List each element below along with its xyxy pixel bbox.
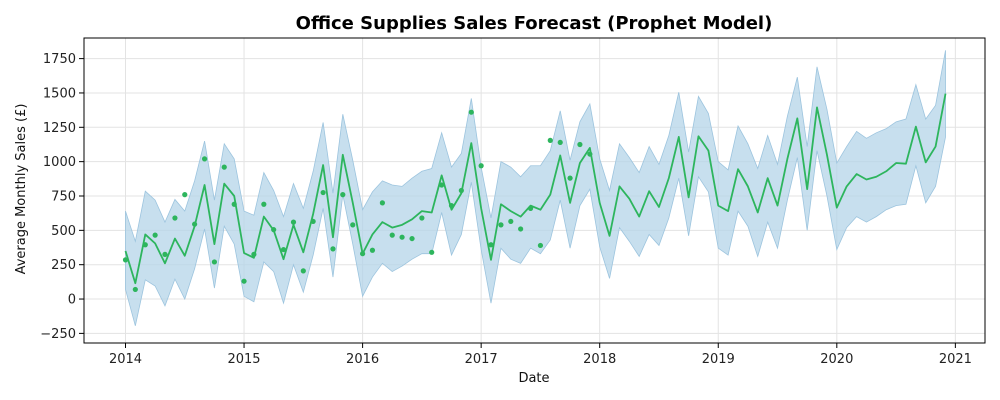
actual-point: [162, 251, 168, 257]
actual-point: [587, 151, 593, 157]
actual-point: [557, 139, 563, 146]
actual-point: [399, 234, 405, 240]
actual-point: [271, 227, 277, 233]
actual-point: [330, 246, 336, 252]
actual-point: [488, 242, 494, 248]
actual-point: [142, 242, 148, 248]
actual-point: [201, 156, 208, 162]
actual-point: [182, 192, 188, 198]
actual-point: [152, 232, 158, 238]
actual-point: [429, 249, 435, 255]
actual-point: [389, 232, 395, 238]
y-tick-label: 1000: [43, 155, 76, 170]
actual-point: [518, 226, 524, 232]
actual-point: [439, 182, 445, 188]
x-tick-label: 2019: [702, 352, 735, 367]
actual-point: [280, 246, 287, 253]
actual-point: [369, 247, 376, 253]
actual-point: [448, 203, 455, 209]
actual-point: [379, 200, 385, 206]
actual-point: [498, 222, 504, 228]
actual-point: [211, 259, 218, 265]
y-axis-label: Average Monthly Sales (£): [14, 104, 29, 275]
actual-point: [419, 215, 425, 221]
y-tick-label: −250: [40, 327, 76, 342]
y-tick-label: 250: [51, 258, 76, 273]
y-tick-label: 750: [51, 189, 76, 204]
y-tick-label: 500: [51, 224, 76, 239]
actual-point: [527, 205, 534, 211]
actual-point: [350, 222, 356, 228]
actual-point: [290, 219, 297, 225]
chart-title: Office Supplies Sales Forecast (Prophet …: [296, 13, 773, 34]
actual-point: [122, 257, 129, 263]
forecast-line-group: [124, 93, 947, 285]
y-tick-label: 0: [68, 293, 76, 308]
uncertainty-interval: [125, 50, 946, 326]
forecast-line: [124, 93, 947, 285]
actual-point: [478, 163, 484, 169]
actual-point: [360, 251, 366, 257]
actual-point: [547, 137, 553, 143]
actual-point: [567, 175, 573, 181]
x-tick-label: 2018: [583, 352, 616, 367]
actual-point: [320, 189, 326, 196]
actual-point: [132, 286, 138, 293]
y-tick-label: 1750: [43, 52, 76, 67]
actual-point: [458, 187, 464, 194]
actual-point: [577, 141, 583, 148]
actual-point: [340, 192, 346, 198]
actual-point: [241, 278, 247, 284]
actual-point: [537, 242, 544, 249]
plot-frame: [83, 37, 986, 344]
x-tick-label: 2021: [939, 352, 972, 367]
actual-point: [231, 201, 237, 207]
x-tick-label: 2020: [820, 352, 853, 367]
actual-point: [221, 164, 227, 170]
actual-point: [261, 201, 267, 207]
x-axis-label: Date: [518, 371, 549, 386]
uncertainty-band: [125, 50, 946, 326]
x-tick-label: 2014: [109, 352, 142, 367]
actual-point: [508, 218, 514, 225]
x-tick-label: 2016: [346, 352, 379, 367]
y-tick-label: 1500: [43, 86, 76, 101]
actual-point: [251, 251, 257, 257]
actual-point: [300, 268, 306, 274]
actual-point: [310, 218, 316, 225]
actual-point: [409, 235, 415, 242]
x-tick-label: 2017: [465, 352, 498, 367]
y-tick-label: 1250: [43, 121, 76, 136]
axes: 2014 2015 2016 2017 2018 2019 2020 2021 −250 0 250…: [40, 37, 986, 367]
x-tick-label: 2015: [227, 352, 260, 367]
actual-point: [468, 109, 474, 115]
actual-points: [122, 109, 593, 293]
actual-point: [172, 215, 178, 221]
actual-point: [192, 221, 198, 227]
